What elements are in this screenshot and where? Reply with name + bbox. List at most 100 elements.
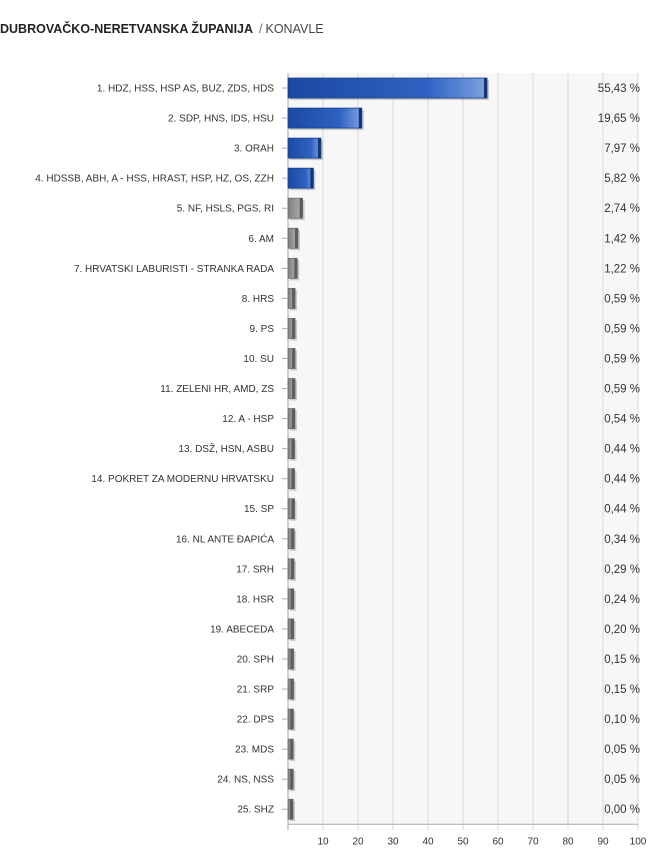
bar-fill xyxy=(287,167,314,189)
category-label: 9. PS xyxy=(250,324,275,335)
x-tick-label: 10 xyxy=(317,836,329,847)
value-label: 0,59 % xyxy=(604,293,640,305)
bar-end-cap xyxy=(294,258,298,279)
bar xyxy=(287,618,296,641)
x-tick-label: 50 xyxy=(457,836,469,847)
value-label: 0,15 % xyxy=(604,654,640,666)
bar-end-cap xyxy=(310,168,314,189)
chart-header: DUBROVAČKO-NERETVANSKA ŽUPANIJA / KONAVLE xyxy=(0,19,324,39)
bar-end-cap xyxy=(292,318,296,339)
value-label: 0,44 % xyxy=(604,444,640,456)
value-label: 0,00 % xyxy=(604,804,640,816)
bar-end-cap xyxy=(290,618,294,639)
bar-end-cap xyxy=(484,78,488,99)
bar xyxy=(287,287,298,311)
bar xyxy=(287,408,297,431)
value-label: 0,44 % xyxy=(604,474,640,486)
bar-end-cap xyxy=(292,348,296,369)
x-tick-label: 70 xyxy=(527,836,539,847)
bar xyxy=(287,468,297,491)
bar-end-cap xyxy=(294,228,298,249)
bar xyxy=(287,678,296,702)
x-tick-label: 40 xyxy=(422,836,434,847)
municipality-title: KONAVLE xyxy=(265,22,324,36)
category-label: 24. NS, NSS xyxy=(217,775,274,786)
bar-end-cap xyxy=(290,739,294,760)
value-label: 0,54 % xyxy=(604,414,640,426)
category-label: 4. HDSSB, ABH, A - HSS, HRAST, HSP, HZ, … xyxy=(35,174,274,185)
bar-end-cap xyxy=(290,648,294,669)
x-tick-label: 100 xyxy=(630,836,647,847)
x-tick-label: 80 xyxy=(562,836,574,847)
category-label: 11. ZELENI HR, AMD, ZS xyxy=(160,384,274,395)
bar-end-cap xyxy=(290,769,294,790)
bar xyxy=(287,197,305,221)
bar-end-cap xyxy=(299,198,303,219)
value-label: 55,43 % xyxy=(598,83,640,95)
bar-end-cap xyxy=(290,679,294,700)
category-label: 7. HRVATSKI LABURISTI - STRANKA RADA xyxy=(74,264,274,275)
bar-fill xyxy=(287,137,322,159)
x-tick-label: 30 xyxy=(387,836,399,847)
value-label: 5,82 % xyxy=(604,173,640,185)
x-tick-label: 20 xyxy=(352,836,364,847)
bar-end-cap xyxy=(292,378,296,399)
bar-end-cap xyxy=(291,438,295,459)
category-label: 16. NL ANTE ĐAPIĆA xyxy=(176,532,274,545)
bar xyxy=(287,107,364,131)
bar xyxy=(287,738,296,762)
bar xyxy=(287,257,300,281)
bar-end-cap xyxy=(290,709,294,730)
value-label: 0,05 % xyxy=(604,774,640,786)
bar xyxy=(287,648,296,671)
bar-end-cap xyxy=(290,588,294,609)
x-tick-label: 60 xyxy=(492,836,504,847)
x-tick-label: 90 xyxy=(597,836,609,847)
region-title: DUBROVAČKO-NERETVANSKA ŽUPANIJA xyxy=(0,22,254,36)
bar-end-cap xyxy=(291,408,295,429)
category-label: 10. SU xyxy=(243,354,274,365)
value-label: 7,97 % xyxy=(604,143,640,155)
value-label: 0,59 % xyxy=(604,353,640,365)
category-label: 19. ABECEDA xyxy=(210,624,274,635)
bar xyxy=(287,528,297,551)
bar-end-cap xyxy=(358,108,362,129)
category-label: 17. SRH xyxy=(236,564,274,575)
bar xyxy=(287,798,295,822)
value-label: 0,24 % xyxy=(604,594,640,606)
category-label: 5. NF, HSLS, PGS, RI xyxy=(177,204,274,215)
bar xyxy=(287,318,298,341)
bar-end-cap xyxy=(291,498,295,519)
category-label: 20. SPH xyxy=(237,654,274,665)
bar-fill xyxy=(287,77,488,99)
value-label: 1,42 % xyxy=(604,233,640,245)
category-label: 2. SDP, HNS, IDS, HSU xyxy=(168,114,274,125)
category-label: 6. AM xyxy=(248,234,274,245)
category-label: 12. A - HSP xyxy=(222,414,274,425)
bar-end-cap xyxy=(292,288,296,309)
category-label: 13. DSŽ, HSN, ASBU xyxy=(178,442,274,455)
category-label: 8. HRS xyxy=(242,294,275,305)
category-label: 22. DPS xyxy=(237,715,275,726)
bar-fill xyxy=(287,107,363,129)
category-label: 15. SP xyxy=(244,504,274,515)
bar xyxy=(287,378,298,401)
bar xyxy=(287,167,316,191)
bar-end-cap xyxy=(317,138,321,159)
category-label: 1. HDZ, HSS, HSP AS, BUZ, ZDS, HDS xyxy=(97,84,274,95)
bar xyxy=(287,438,297,461)
value-label: 0,20 % xyxy=(604,624,640,636)
value-label: 0,29 % xyxy=(604,564,640,576)
value-label: 0,59 % xyxy=(604,384,640,396)
value-label: 0,59 % xyxy=(604,323,640,335)
bar-end-cap xyxy=(291,468,295,489)
bar xyxy=(287,137,323,161)
value-label: 0,10 % xyxy=(604,714,640,726)
bar xyxy=(287,588,296,611)
category-label: 23. MDS xyxy=(235,745,274,756)
category-label: 14. POKRET ZA MODERNU HRVATSKU xyxy=(91,474,274,485)
value-label: 0,44 % xyxy=(604,504,640,516)
bar xyxy=(287,348,298,371)
value-label: 0,05 % xyxy=(604,744,640,756)
category-label: 3. ORAH xyxy=(234,144,274,155)
